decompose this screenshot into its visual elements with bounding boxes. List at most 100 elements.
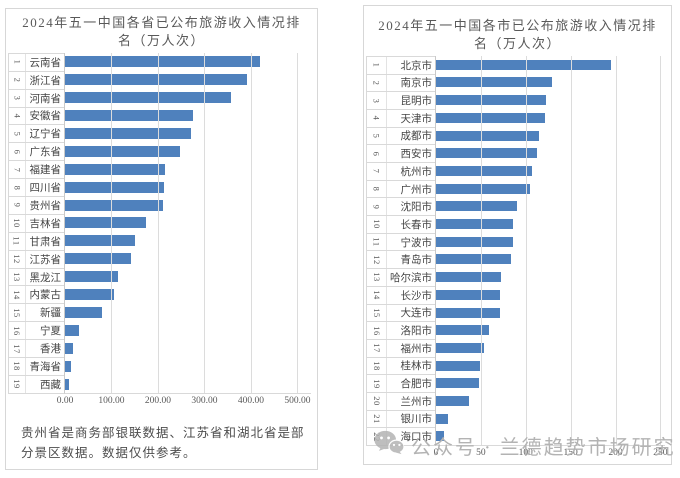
- x-tick-label: 200.00: [144, 395, 172, 406]
- category-label: 香港: [40, 344, 61, 356]
- x-tick-label: 200: [608, 448, 623, 458]
- bar: [65, 253, 132, 265]
- gridline: [660, 55, 662, 445]
- bar: [65, 289, 115, 301]
- rank-label: 5: [12, 131, 22, 137]
- bar: [65, 163, 166, 175]
- rank-cell: 13: [367, 269, 387, 286]
- rank-cell: 8: [367, 180, 387, 198]
- province-chart-panel: 2024年五一中国各省已公布旅游收入情况排 名（万人次） 1 云南省 2 浙江省 3 河南…: [5, 8, 318, 470]
- rank-label: 15: [371, 308, 382, 318]
- rank-label: 15: [12, 308, 22, 318]
- category-label: 沈阳市: [400, 202, 433, 214]
- rank-label: 19: [371, 378, 382, 389]
- rank-label: 3: [12, 95, 22, 101]
- rank-label: 3: [371, 98, 382, 103]
- tick-scale: 0.00 100.00 200.00 300.00 400.00 500.00: [57, 395, 311, 409]
- x-tick-label: 250: [653, 448, 668, 458]
- rank-label: 1: [371, 62, 382, 68]
- category-label: 合肥市: [400, 379, 433, 391]
- rank-label: 9: [371, 204, 382, 210]
- bar: [436, 289, 501, 300]
- rank-label: 2: [12, 77, 22, 83]
- bar: [65, 145, 180, 157]
- x-axis: 0.00 100.00 200.00 300.00 400.00 500.00: [57, 395, 311, 409]
- bar: [436, 254, 512, 265]
- bar: [65, 110, 193, 122]
- rank-label: 20: [371, 396, 382, 407]
- category-label: 贵州省: [29, 200, 62, 212]
- category-label: 成都市: [400, 131, 433, 143]
- x-tick-label: 300.00: [191, 395, 218, 406]
- category-row: 18 桂林市: [367, 357, 435, 376]
- rank-label: 1: [12, 59, 22, 65]
- rank-label: 12: [12, 254, 22, 264]
- rank-label: 11: [371, 237, 382, 247]
- category-label: 洛阳市: [400, 326, 433, 338]
- rank-cell: 1: [9, 53, 26, 71]
- rank-cell: 15: [9, 304, 26, 322]
- gridline: [570, 55, 572, 445]
- rank-label: 11: [12, 236, 22, 246]
- category-label: 昆明市: [400, 96, 433, 108]
- category-label: 桂林市: [400, 361, 433, 373]
- rank-label: 16: [12, 325, 22, 336]
- bar: [436, 201, 517, 212]
- rank-cell: 5: [9, 125, 26, 143]
- category-row: 1 云南省: [9, 53, 64, 72]
- bar: [436, 77, 552, 88]
- category-row: 11 宁波市: [367, 233, 435, 252]
- rank-cell: 9: [367, 198, 387, 216]
- rank-label: 8: [371, 186, 382, 192]
- rank-label: 6: [371, 151, 382, 157]
- category-row: 17 香港: [9, 340, 64, 359]
- rank-cell: 6: [9, 143, 26, 161]
- gridline: [615, 55, 617, 445]
- category-label: 宁夏: [40, 326, 61, 338]
- plot-area: [435, 55, 665, 446]
- category-label: 内蒙古: [29, 290, 62, 302]
- category-row: 13 黑龙江: [9, 268, 64, 287]
- rank-cell: 17: [9, 340, 26, 358]
- rank-cell: 3: [9, 89, 26, 107]
- category-row: 4 天津市: [367, 109, 435, 128]
- category-row: 10 长春市: [367, 216, 435, 234]
- category-label: 长春市: [400, 219, 433, 231]
- category-label: 兰州市: [400, 396, 433, 408]
- category-row: 2 浙江省: [9, 71, 64, 90]
- rank-label: 14: [12, 290, 22, 300]
- rank-cell: 15: [367, 304, 387, 322]
- gridline: [250, 52, 252, 393]
- category-label: 银川市: [400, 414, 433, 426]
- rank-cell: 8: [9, 179, 26, 196]
- rank-cell: 7: [9, 161, 26, 179]
- x-tick-label: 100: [518, 448, 533, 458]
- gridline: [297, 52, 299, 393]
- bar: [436, 378, 480, 389]
- category-row: 4 安徽省: [9, 107, 64, 126]
- category-label: 江苏省: [29, 254, 62, 266]
- bar: [65, 360, 71, 372]
- x-tick-label: 150: [563, 448, 578, 458]
- bar: [65, 217, 147, 229]
- category-row: 7 杭州市: [367, 163, 435, 181]
- bar: [436, 307, 500, 318]
- category-labels: 1 北京市 2 南京市 3 昆明市 4 天津市 5 成都市 6 西安市 7 杭州市 8 广州市 9 沈阳市 10 长春…: [366, 55, 435, 446]
- rank-cell: 20: [367, 392, 387, 410]
- category-row: 2 南京市: [367, 74, 435, 93]
- category-label: 海口市: [400, 432, 433, 444]
- bar: [436, 360, 480, 371]
- bars-scale: [65, 52, 299, 393]
- rank-cell: 17: [367, 339, 387, 357]
- category-row: 1 北京市: [367, 56, 435, 75]
- category-label: 福州市: [400, 343, 433, 355]
- rank-label: 2: [371, 80, 382, 86]
- gridline: [111, 52, 113, 393]
- bar: [436, 325, 489, 336]
- category-label: 广州市: [400, 184, 433, 196]
- chart-title: 2024年五一中国各市已公布旅游收入情况排 名（万人次）: [378, 18, 657, 51]
- category-label: 南京市: [400, 78, 433, 90]
- category-row: 18 青海省: [9, 358, 64, 376]
- rank-label: 17: [371, 343, 382, 353]
- category-label: 西安市: [400, 149, 433, 161]
